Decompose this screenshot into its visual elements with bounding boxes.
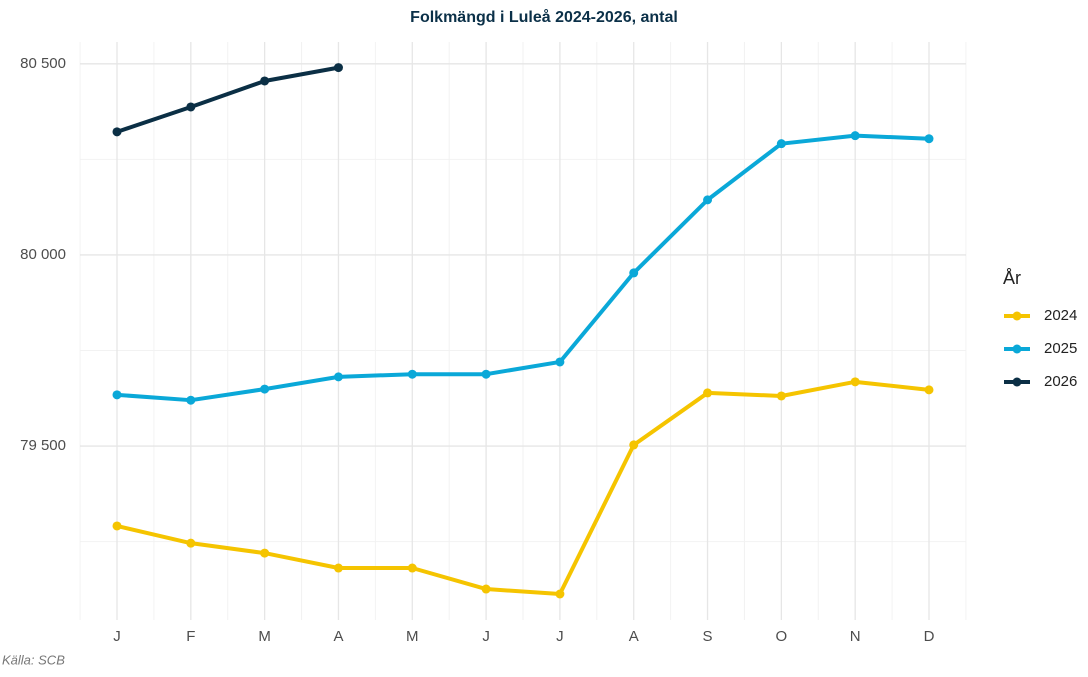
point — [407, 369, 417, 379]
point — [703, 388, 713, 398]
point — [260, 76, 270, 86]
legend-label: 2024 — [1044, 307, 1077, 324]
point — [555, 357, 565, 367]
series-line — [116, 65, 339, 134]
point — [481, 369, 491, 379]
point — [924, 385, 934, 395]
point — [333, 63, 343, 73]
point — [481, 584, 491, 594]
point — [186, 538, 196, 548]
x-tick-label: O — [776, 628, 788, 645]
point — [850, 377, 860, 387]
point — [776, 139, 786, 149]
point — [629, 268, 639, 278]
x-tick-label: M — [406, 628, 419, 645]
x-tick-label: S — [703, 628, 713, 645]
point — [850, 131, 860, 141]
x-tick-label: A — [629, 628, 639, 645]
point — [112, 127, 122, 137]
legend-swatch — [1012, 377, 1022, 387]
x-tick-label: D — [924, 628, 935, 645]
point — [333, 563, 343, 573]
caption: Källa: SCB — [2, 652, 65, 667]
point — [112, 521, 122, 531]
point — [703, 195, 713, 205]
point — [333, 372, 343, 382]
series-line — [116, 379, 930, 597]
point — [260, 384, 270, 394]
x-tick-label: J — [482, 628, 490, 645]
point — [629, 440, 639, 450]
point — [260, 548, 270, 558]
x-tick-label: J — [556, 628, 564, 645]
x-tick-label: A — [333, 628, 343, 645]
legend-label: 2025 — [1044, 340, 1077, 357]
y-tick-label: 79 500 — [20, 437, 66, 454]
point — [776, 391, 786, 401]
point — [186, 395, 196, 405]
legend-label: 2026 — [1044, 373, 1077, 390]
point — [555, 589, 565, 599]
x-tick-label: F — [186, 628, 195, 645]
point — [924, 134, 934, 144]
x-tick-label: N — [850, 628, 861, 645]
legend-swatch — [1012, 344, 1022, 354]
point — [407, 563, 417, 573]
y-tick-label: 80 500 — [20, 55, 66, 72]
x-tick-label: J — [113, 628, 121, 645]
y-tick-label: 80 000 — [20, 246, 66, 263]
x-tick-label: M — [258, 628, 271, 645]
point — [186, 102, 196, 112]
legend-title: År — [1003, 268, 1021, 288]
series-line — [116, 133, 930, 403]
legend-swatch — [1012, 311, 1022, 321]
point — [112, 390, 122, 400]
chart-title: Folkmängd i Luleå 2024-2026, antal — [410, 8, 678, 26]
